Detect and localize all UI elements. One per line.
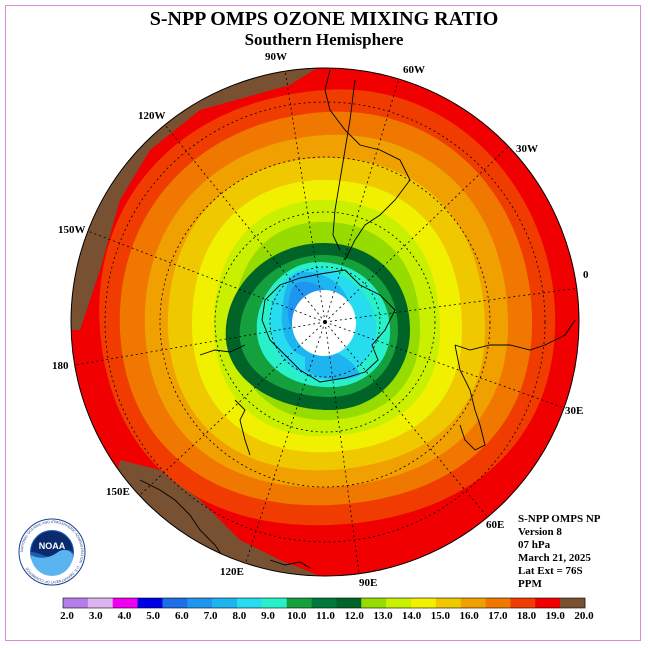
colorbar-swatch	[261, 598, 288, 608]
colorbar-swatch	[112, 598, 138, 608]
lon-label-90w: 90W	[265, 51, 287, 63]
colorbar-swatch	[361, 598, 387, 608]
lon-label-180: 180	[52, 360, 69, 372]
colorbar-tick-label: 9.0	[261, 610, 275, 622]
colorbar-tick-label: 8.0	[232, 610, 246, 622]
colorbar-tick-label: 15.0	[431, 610, 451, 622]
colorbar-swatch	[435, 598, 462, 608]
colorbar-tick-label: 4.0	[118, 610, 132, 622]
info-lat-extent: Lat Ext = 76S	[518, 565, 583, 577]
lon-label-60w: 60W	[403, 64, 425, 76]
figure-frame	[5, 5, 641, 641]
south-pole-marker	[323, 320, 327, 324]
ozone-field	[71, 68, 579, 576]
colorbar-swatch	[212, 598, 238, 608]
colorbar-tick-label: 14.0	[402, 610, 422, 622]
colorbar-swatch	[311, 598, 337, 608]
lon-label-90e: 90E	[359, 577, 377, 589]
colorbar	[62, 597, 586, 609]
info-instrument: S-NPP OMPS NP	[518, 513, 601, 525]
colorbar-tick-label: 5.0	[146, 610, 160, 622]
colorbar-swatch	[560, 598, 586, 608]
noaa-logo-text: NOAA	[39, 541, 66, 551]
lon-label-30e: 30E	[565, 405, 583, 417]
colorbar-swatch	[87, 598, 114, 608]
colorbar-tick-label: 6.0	[175, 610, 189, 622]
colorbar-tick-label: 17.0	[488, 610, 508, 622]
lon-label-150e: 150E	[106, 486, 130, 498]
colorbar-tick-label: 18.0	[517, 610, 537, 622]
colorbar-swatch	[237, 598, 263, 608]
map-boundary	[70, 67, 580, 577]
colorbar-tick-label: 16.0	[459, 610, 479, 622]
lon-label-150w: 150W	[58, 224, 86, 236]
colorbar-swatch	[411, 598, 437, 608]
colorbar-tick-label: 7.0	[204, 610, 218, 622]
colorbar-swatch	[187, 598, 213, 608]
info-date: March 21, 2025	[518, 552, 591, 564]
colorbar-tick-label: 20.0	[574, 610, 594, 622]
info-panel: S-NPP OMPS NP Version 8 07 hPa March 21,…	[518, 513, 601, 591]
info-version: Version 8	[518, 526, 562, 538]
lon-label-120e: 120E	[220, 566, 244, 578]
noaa-logo: NOAA NATIONAL OCEANIC AND ATMOSPHERIC AD…	[18, 518, 86, 586]
meridians	[74, 69, 579, 576]
map-subtitle: Southern Hemisphere	[244, 30, 404, 49]
colorbar-swatch	[535, 598, 561, 608]
colorbar-tick-label: 10.0	[287, 610, 307, 622]
info-units: PPM	[518, 578, 542, 590]
colorbar-tick-label: 19.0	[546, 610, 566, 622]
colorbar-swatch	[386, 598, 412, 608]
lon-label-30w: 30W	[516, 143, 538, 155]
colorbar-swatch	[162, 598, 188, 608]
colorbar-swatch	[286, 598, 312, 608]
longitude-labels: 0 30W 60W 90W 120W 150W 180 150E 120E 90…	[52, 51, 589, 589]
colorbar-tick-label: 2.0	[60, 610, 74, 622]
colorbar-swatch	[460, 598, 486, 608]
lon-label-120w: 120W	[138, 110, 166, 122]
colorbar-tick-label: 13.0	[373, 610, 393, 622]
info-pressure-level: 07 hPa	[518, 539, 551, 551]
colorbar-swatch	[485, 598, 511, 608]
lon-label-0: 0	[583, 269, 589, 281]
colorbar-swatch	[336, 598, 362, 608]
colorbar-tick-label: 12.0	[345, 610, 365, 622]
colorbar-tick-label: 11.0	[316, 610, 335, 622]
colorbar-swatch	[137, 598, 163, 608]
colorbar-labels: 2.0 3.0 4.0 5.0 6.0 7.0 8.0 9.0 10.0 11.0 12.0 13.0…	[60, 610, 594, 622]
lon-label-60e: 60E	[486, 519, 504, 531]
colorbar-tick-label: 3.0	[89, 610, 103, 622]
colorbar-swatch	[63, 598, 89, 608]
map-title: S-NPP OMPS OZONE MIXING RATIO	[149, 8, 499, 30]
colorbar-swatch	[510, 598, 536, 608]
